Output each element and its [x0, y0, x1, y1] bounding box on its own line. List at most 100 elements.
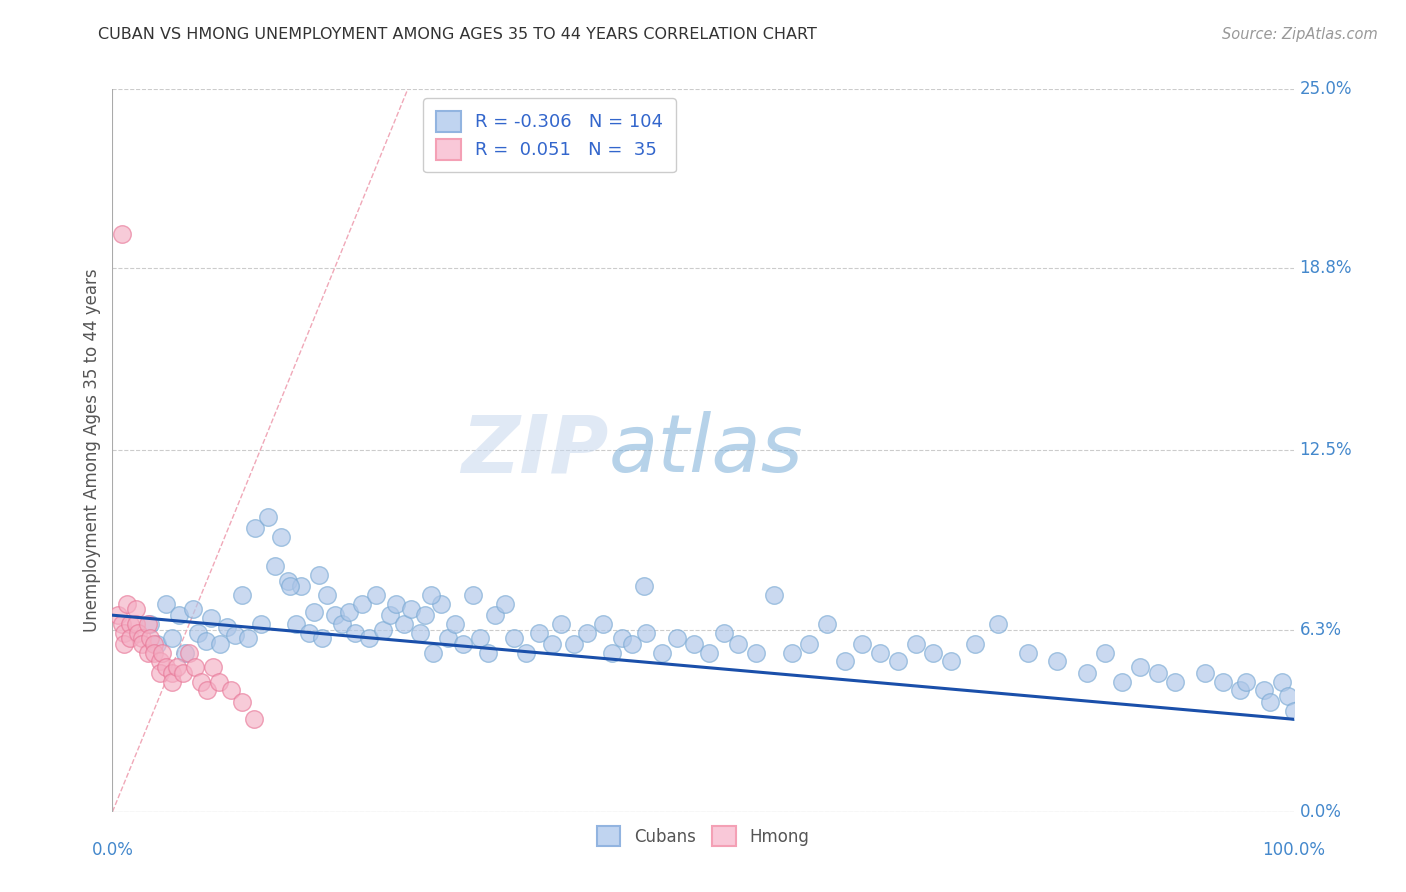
Point — [1017, 646, 1039, 660]
Point — [713, 625, 735, 640]
Point — [111, 227, 134, 241]
Point — [304, 605, 326, 619]
Point — [987, 616, 1010, 631]
Point — [392, 616, 415, 631]
Point — [142, 637, 165, 651]
Point — [682, 637, 704, 651]
Point — [468, 632, 491, 646]
Text: 12.5%: 12.5% — [1299, 442, 1353, 459]
Text: 100.0%: 100.0% — [1263, 840, 1324, 859]
Point — [224, 628, 246, 642]
Point — [600, 646, 623, 660]
Point — [195, 683, 218, 698]
Point — [219, 683, 242, 698]
Point — [181, 602, 204, 616]
Point — [120, 632, 142, 646]
Point — [385, 597, 408, 611]
Point — [592, 616, 614, 631]
Point — [160, 674, 183, 689]
Point — [173, 646, 195, 660]
Point — [401, 602, 423, 616]
Point — [762, 588, 785, 602]
Point — [238, 632, 260, 646]
Text: CUBAN VS HMONG UNEMPLOYMENT AMONG AGES 35 TO 44 YEARS CORRELATION CHART: CUBAN VS HMONG UNEMPLOYMENT AMONG AGES 3… — [98, 27, 817, 42]
Point — [136, 646, 159, 660]
Point — [231, 588, 253, 602]
Point — [1234, 674, 1257, 689]
Point — [415, 608, 437, 623]
Point — [527, 625, 550, 640]
Point — [1076, 665, 1098, 680]
Text: 0.0%: 0.0% — [91, 840, 134, 859]
Point — [621, 637, 644, 651]
Point — [257, 510, 280, 524]
Point — [350, 597, 373, 611]
Point — [422, 646, 444, 660]
Point — [277, 574, 299, 588]
Point — [576, 625, 599, 640]
Point — [477, 646, 499, 660]
Point — [610, 632, 633, 646]
Text: 0.0%: 0.0% — [1299, 803, 1341, 821]
Point — [444, 616, 467, 631]
Text: 25.0%: 25.0% — [1299, 80, 1353, 98]
Point — [1212, 674, 1234, 689]
Point — [408, 625, 430, 640]
Point — [1271, 674, 1294, 689]
Point — [1129, 660, 1152, 674]
Point — [666, 632, 689, 646]
Point — [343, 625, 366, 640]
Point — [146, 637, 169, 651]
Point — [316, 588, 339, 602]
Point — [201, 660, 224, 674]
Point — [155, 660, 177, 674]
Point — [112, 625, 135, 640]
Point — [963, 637, 986, 651]
Point — [727, 637, 749, 651]
Point — [1258, 695, 1281, 709]
Point — [337, 605, 360, 619]
Point — [1194, 665, 1216, 680]
Point — [550, 616, 572, 631]
Point — [1046, 655, 1069, 669]
Point — [111, 616, 134, 631]
Point — [1164, 674, 1187, 689]
Point — [308, 567, 330, 582]
Point — [284, 616, 307, 631]
Point — [799, 637, 821, 651]
Point — [186, 625, 208, 640]
Point — [131, 637, 153, 651]
Point — [371, 623, 394, 637]
Point — [155, 597, 177, 611]
Point — [1094, 646, 1116, 660]
Point — [112, 637, 135, 651]
Point — [243, 712, 266, 726]
Point — [142, 646, 165, 660]
Point — [311, 632, 333, 646]
Text: 6.3%: 6.3% — [1299, 621, 1341, 639]
Point — [107, 608, 129, 623]
Point — [264, 559, 287, 574]
Point — [869, 646, 891, 660]
Point — [503, 632, 526, 646]
Point — [780, 646, 803, 660]
Point — [633, 579, 655, 593]
Point — [815, 616, 838, 631]
Point — [851, 637, 873, 651]
Point — [420, 588, 443, 602]
Point — [540, 637, 562, 651]
Point — [562, 637, 585, 651]
Point — [149, 665, 172, 680]
Point — [636, 625, 658, 640]
Point — [166, 660, 188, 674]
Y-axis label: Unemployment Among Ages 35 to 44 years: Unemployment Among Ages 35 to 44 years — [83, 268, 101, 632]
Text: Source: ZipAtlas.com: Source: ZipAtlas.com — [1222, 27, 1378, 42]
Point — [451, 637, 474, 651]
Point — [167, 608, 190, 623]
Point — [1229, 683, 1251, 698]
Point — [1146, 665, 1168, 680]
Point — [139, 632, 162, 646]
Point — [139, 616, 162, 631]
Point — [208, 674, 231, 689]
Point — [939, 655, 962, 669]
